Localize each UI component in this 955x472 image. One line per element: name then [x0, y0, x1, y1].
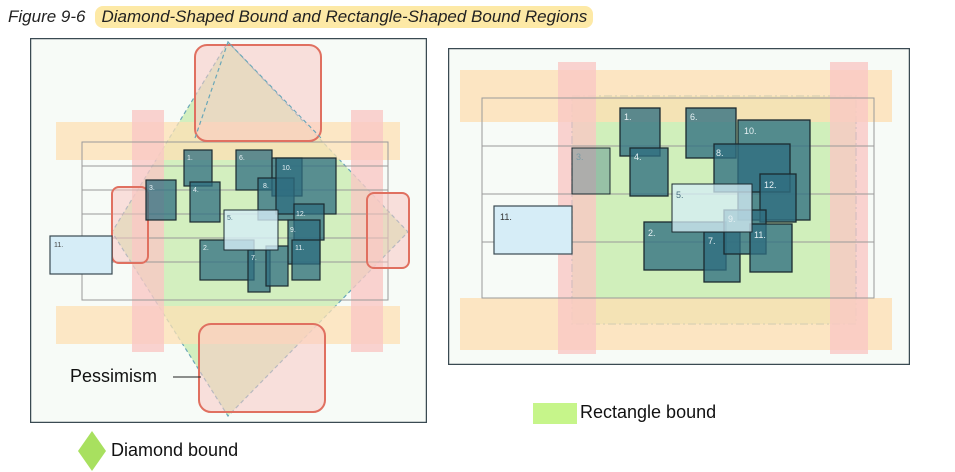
figure-number: Figure 9-6	[8, 7, 86, 26]
svg-text:5.: 5.	[676, 190, 684, 200]
pessimism-label: Pessimism	[70, 366, 158, 386]
svg-text:1.: 1.	[187, 155, 193, 162]
svg-text:6.: 6.	[239, 155, 245, 162]
diamond-bound-swatch	[78, 431, 106, 471]
svg-text:9.: 9.	[728, 214, 736, 224]
svg-text:12.: 12.	[764, 180, 777, 190]
rectangle-bound-label: Rectangle bound	[580, 402, 717, 422]
svg-text:10.: 10.	[282, 165, 292, 172]
figure-caption: Figure 9-6 Diamond-Shaped Bound and Rect…	[8, 5, 594, 29]
svg-text:6.: 6.	[690, 112, 698, 122]
svg-text:2.: 2.	[648, 228, 656, 238]
svg-text:4.: 4.	[634, 152, 642, 162]
svg-text:5.: 5.	[227, 215, 233, 222]
svg-text:9.: 9.	[290, 227, 296, 234]
rectangle-bound-diagram: 11. 1. 4. 6. 10. 8. 12. 9. 2. 7. 11. 3. …	[448, 48, 910, 365]
figure-title: Diamond-Shaped Bound and Rectangle-Shape…	[95, 6, 594, 28]
svg-text:8.: 8.	[263, 183, 269, 190]
svg-text:7.: 7.	[708, 236, 716, 246]
svg-text:3.: 3.	[576, 152, 584, 162]
diamond-bound-label: Diamond bound	[111, 440, 239, 460]
svg-text:11.: 11.	[54, 242, 63, 249]
svg-text:11.: 11.	[295, 245, 304, 252]
svg-text:3.: 3.	[149, 185, 155, 192]
svg-text:11.: 11.	[754, 230, 766, 240]
svg-text:8.: 8.	[716, 148, 724, 158]
svg-text:11.: 11.	[500, 212, 512, 222]
svg-text:4.: 4.	[193, 187, 199, 194]
rectangle-bound-swatch	[533, 403, 577, 424]
svg-text:7.: 7.	[251, 255, 257, 262]
svg-text:2.: 2.	[203, 245, 209, 252]
svg-text:1.: 1.	[624, 112, 632, 122]
svg-text:10.: 10.	[744, 126, 757, 136]
diamond-bound-diagram: 11. 1. 4. 6. 10. 8. 3. 12. 9. 2. 7. 11. …	[30, 38, 427, 423]
svg-text:12.: 12.	[296, 211, 306, 218]
